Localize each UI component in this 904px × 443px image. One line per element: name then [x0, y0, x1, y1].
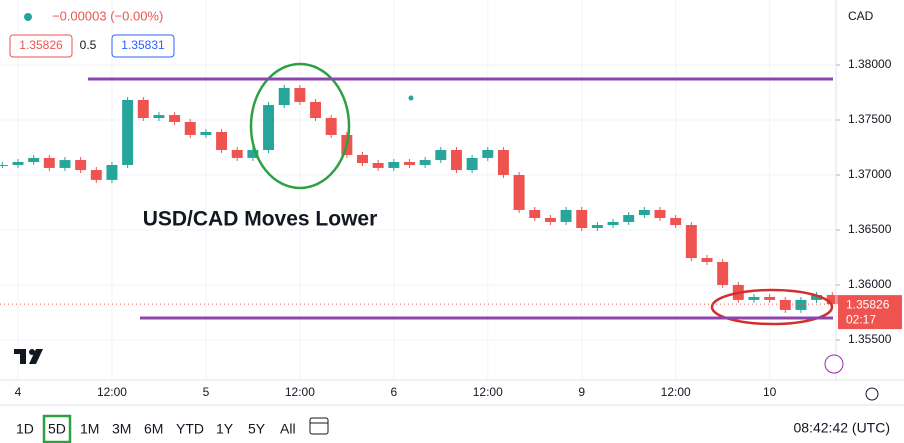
candle [12, 162, 24, 165]
candle [435, 150, 447, 161]
candle [482, 150, 494, 158]
bid: 1.35826 [19, 38, 63, 52]
candle [497, 150, 509, 175]
event-icon[interactable] [824, 354, 844, 374]
candle [184, 121, 196, 135]
x-tick-label: 12:00 [97, 385, 127, 399]
candle [764, 296, 776, 300]
last-price-box [838, 295, 902, 330]
candle [670, 217, 682, 226]
candle [247, 150, 259, 158]
candle [717, 261, 729, 285]
range-button[interactable]: 6M [144, 421, 163, 437]
highlight-ellipse [710, 288, 834, 326]
range-button[interactable]: YTD [176, 421, 204, 437]
status-dot [24, 13, 32, 21]
currency[interactable]: CAD [848, 9, 874, 23]
logo [14, 349, 43, 364]
candle [701, 258, 713, 262]
date-range-icon[interactable] [309, 417, 329, 435]
candle [795, 299, 807, 310]
highlight-ellipse [249, 62, 351, 190]
candle [294, 87, 306, 102]
range-button[interactable]: 5Y [248, 421, 266, 437]
change: −0.00003 (−0.00%) [52, 8, 163, 23]
candle [231, 150, 243, 158]
ask: 1.35831 [121, 38, 165, 52]
range-button[interactable]: 5D [48, 421, 66, 437]
range-button[interactable]: 1D [16, 421, 34, 437]
y-tick-label: 1.38000 [848, 57, 892, 71]
candle [685, 225, 697, 259]
candle [403, 162, 415, 165]
candle [529, 209, 541, 218]
candle [169, 115, 181, 122]
candle [90, 170, 102, 180]
settings-icon[interactable] [865, 387, 879, 401]
candle [200, 131, 212, 135]
x-tick-label: 10 [763, 385, 777, 399]
countdown: 02:17 [846, 312, 876, 326]
range-button[interactable]: 3M [112, 421, 131, 437]
range-button[interactable]: All [280, 421, 296, 437]
candle [811, 294, 823, 300]
candle [450, 150, 462, 171]
x-tick-label: 12:00 [285, 385, 315, 399]
candle [153, 115, 165, 119]
candle [388, 162, 400, 168]
candle [75, 160, 87, 171]
candle [779, 299, 791, 310]
range-button[interactable]: 1Y [216, 421, 234, 437]
x-tick-label: 9 [578, 385, 585, 399]
x-tick-label: 12:00 [473, 385, 503, 399]
marker-dot [408, 95, 414, 101]
candle [43, 157, 55, 168]
candle [137, 99, 149, 119]
clock: 08:42:42 (UTC) [794, 420, 890, 436]
last-price: 1.35826 [846, 297, 890, 311]
ask-box[interactable] [111, 34, 175, 58]
candle [28, 157, 40, 163]
annotation: USD/CAD Moves Lower [143, 208, 378, 231]
x-tick-label: 4 [15, 385, 22, 399]
candle [310, 101, 322, 119]
candle [576, 209, 588, 228]
x-tick-label: 5 [203, 385, 210, 399]
range-button[interactable]: 1M [80, 421, 99, 437]
y-tick-label: 1.37000 [848, 167, 892, 181]
candle [216, 131, 228, 151]
candle [466, 157, 478, 171]
candle [513, 174, 525, 210]
candle [638, 209, 650, 216]
candle [591, 225, 603, 228]
candle [560, 209, 572, 222]
candle [325, 118, 337, 135]
candle [544, 217, 556, 222]
candle [106, 164, 118, 180]
candle [826, 294, 838, 305]
spread: 0.5 [80, 38, 97, 52]
candle [654, 209, 666, 218]
y-tick-label: 1.36500 [848, 222, 892, 236]
x-tick-label: 6 [390, 385, 397, 399]
candle [278, 87, 290, 106]
candle [419, 160, 431, 165]
candle [0, 164, 8, 166]
candle [623, 215, 635, 222]
y-tick-label: 1.35500 [848, 332, 892, 346]
range-selected [42, 414, 72, 443]
y-tick-label: 1.37500 [848, 112, 892, 126]
candle [122, 99, 134, 165]
x-tick-label: 12:00 [661, 385, 691, 399]
candle [357, 154, 368, 163]
bid-box[interactable] [9, 34, 73, 58]
candle [59, 160, 71, 168]
candle [263, 105, 275, 151]
candle [748, 296, 760, 300]
candle [372, 162, 384, 168]
candle [607, 221, 619, 226]
y-tick-label: 1.36000 [848, 277, 892, 291]
